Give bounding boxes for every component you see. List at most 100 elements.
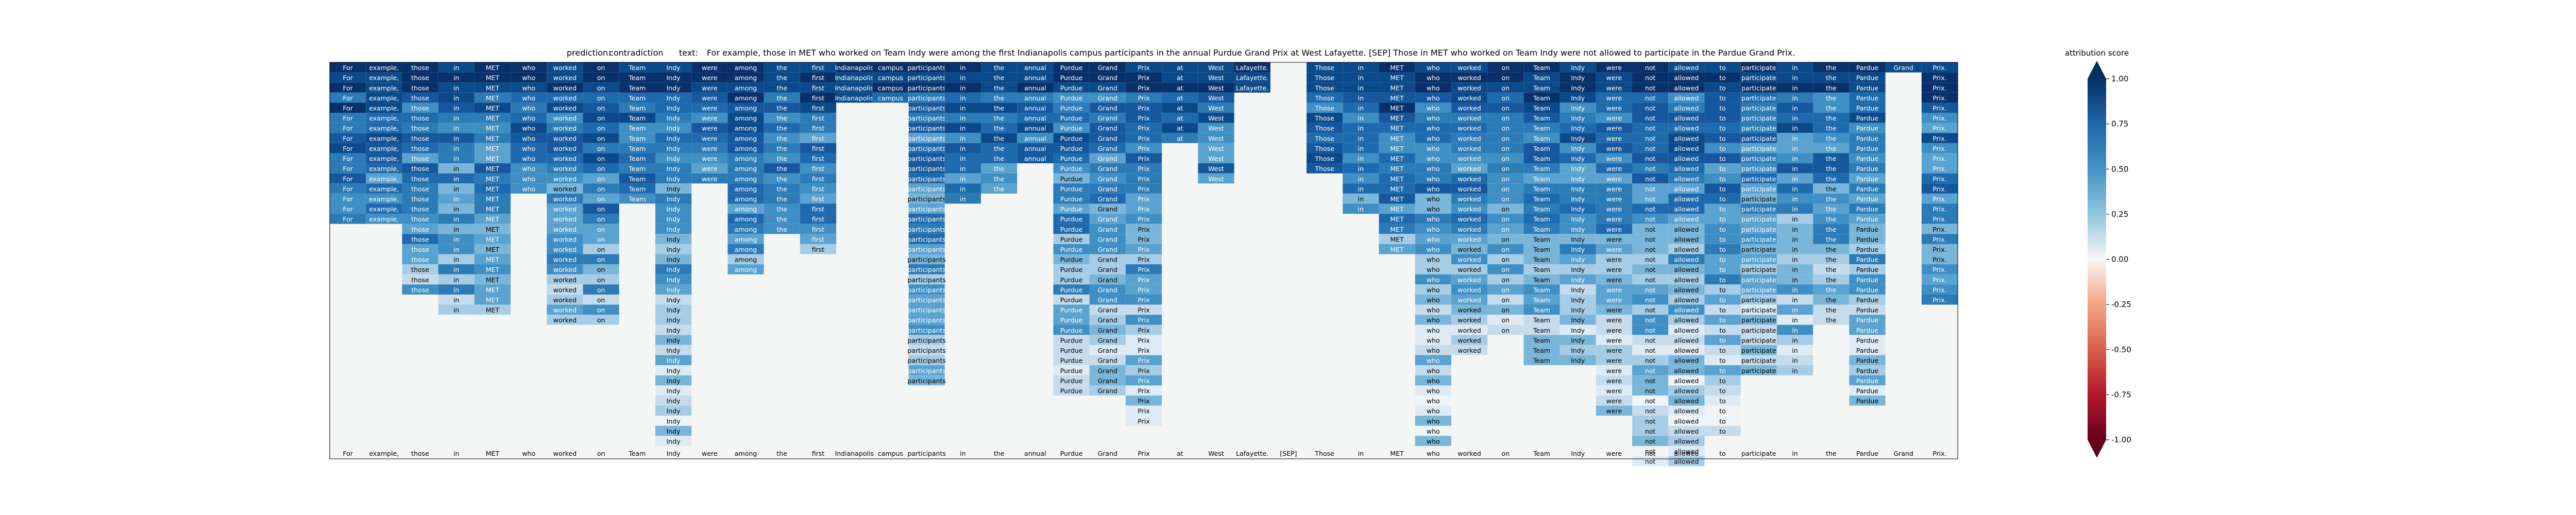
heatmap-cell-label: Prix. [1933, 286, 1946, 294]
heatmap-cell [1560, 183, 1596, 194]
heatmap-cell-label: Those [1314, 105, 1334, 112]
heatmap-cell [1632, 82, 1669, 93]
heatmap-cell-label: Team [628, 114, 646, 122]
heatmap-cell-label: Indy [667, 134, 681, 142]
heatmap-cell [1740, 324, 1777, 335]
heatmap-cell-label: who [522, 134, 535, 142]
heatmap-cell-label: in [1358, 134, 1364, 142]
heatmap-cell-label: not [1645, 427, 1656, 435]
heatmap-cell-label: Purdue [1060, 256, 1083, 264]
heatmap-cell-label: West [1208, 84, 1224, 92]
heatmap-cell [908, 62, 945, 73]
heatmap-cell-label: Prix. [1933, 215, 1946, 223]
heatmap-cell [655, 425, 692, 436]
heatmap-cell [1451, 123, 1488, 133]
heatmap-cell [655, 304, 692, 315]
heatmap-cell-label: MET [1390, 125, 1404, 132]
heatmap-cell-label: Grand [1098, 347, 1117, 354]
heatmap-cell-label: the [1826, 125, 1837, 132]
heatmap-cell [800, 133, 837, 143]
heatmap-cell [1343, 193, 1379, 204]
heatmap-cell-label: on [1501, 286, 1510, 294]
heatmap-cell [1053, 203, 1090, 214]
heatmap-cell-label: Pardue [1856, 205, 1878, 213]
chart-title: prediction: contradiction text: For exam… [567, 48, 1795, 58]
heatmap-cell-label: first [812, 165, 825, 173]
heatmap-cell-label: Indy [667, 427, 681, 435]
heatmap-cell-label: Team [628, 74, 646, 82]
heatmap-cell [1921, 254, 1958, 265]
heatmap-cell-label: were [1606, 336, 1622, 344]
heatmap-cell-label: were [702, 84, 718, 92]
heatmap-cell [1053, 173, 1090, 184]
heatmap-cell [1089, 143, 1126, 153]
heatmap-cell [1740, 203, 1777, 214]
heatmap-cell-label: example, [369, 195, 399, 203]
heatmap-cell [1487, 224, 1524, 234]
heatmap-cell-label: who [522, 175, 535, 183]
heatmap-cell [1125, 244, 1162, 254]
heatmap-cell [366, 143, 402, 153]
heatmap-cell-label: worked [1458, 74, 1481, 82]
heatmap-cell-label: the [1826, 64, 1837, 72]
heatmap-cell-label: the [1826, 145, 1837, 152]
heatmap-cell [1487, 193, 1524, 204]
heatmap-cell [1451, 335, 1488, 345]
heatmap-cell-label: in [1358, 155, 1364, 163]
heatmap-cell-label: Team [1533, 296, 1550, 304]
heatmap-cell [1053, 153, 1090, 164]
heatmap-cell-label: the [777, 94, 788, 102]
heatmap-cell [908, 274, 945, 285]
heatmap-cell [908, 173, 945, 184]
prediction-value: contradiction [609, 48, 663, 58]
heatmap-cell-label: Purdue [1060, 205, 1083, 213]
heatmap-cell [655, 102, 692, 113]
heatmap-cell [1560, 203, 1596, 214]
heatmap-cell [1849, 173, 1886, 184]
heatmap-cell [1089, 113, 1126, 123]
heatmap-cell [1560, 324, 1596, 335]
heatmap-cell [1632, 294, 1669, 305]
heatmap-cell [1089, 62, 1126, 73]
heatmap-cell-label: Indy [667, 367, 681, 374]
heatmap-cell [1523, 254, 1560, 265]
heatmap-cell-label: to [1719, 215, 1726, 223]
heatmap-cell [1089, 193, 1126, 204]
heatmap-cell-label: who [1427, 427, 1440, 435]
heatmap-cell [1415, 92, 1451, 103]
heatmap-cell [1813, 264, 1850, 274]
heatmap-cell-label: annual [1024, 134, 1046, 142]
heatmap-cell [1776, 254, 1814, 265]
heatmap-cell-label: Purdue [1060, 134, 1083, 142]
heatmap-cell [1813, 153, 1850, 164]
heatmap-cell [655, 405, 692, 416]
heatmap-cell [1776, 143, 1814, 153]
heatmap-cell [1125, 163, 1162, 174]
heatmap-cell [1596, 345, 1632, 355]
x-tick-label: allowed [1674, 450, 1699, 457]
heatmap-cell [1125, 203, 1162, 214]
heatmap-cell-label: Prix [1138, 266, 1149, 273]
heatmap-cell-label: at [1177, 105, 1183, 112]
heatmap-cell-label: Purdue [1060, 64, 1083, 72]
heatmap-cell [1125, 193, 1162, 204]
heatmap-cell-label: Pardue [1856, 327, 1878, 334]
heatmap-cell-label: allowed [1674, 114, 1699, 122]
heatmap-cell-label: who [1427, 316, 1440, 324]
heatmap-cell-label: Team [628, 165, 646, 173]
heatmap-cell [438, 234, 474, 244]
heatmap-cell [1307, 92, 1343, 103]
heatmap-cell [1849, 345, 1886, 355]
heatmap-cell [1379, 183, 1415, 194]
heatmap-cell-label: those [411, 195, 429, 203]
heatmap-cell-label: the [994, 74, 1005, 82]
heatmap-cell-label: Prix [1138, 347, 1149, 354]
heatmap-cell [655, 163, 692, 174]
heatmap-cell-label: MET [486, 235, 500, 243]
heatmap-cell [619, 102, 655, 113]
heatmap-cell [1704, 123, 1741, 133]
heatmap-cell [727, 193, 764, 204]
heatmap-cell-label: Indy [1571, 195, 1585, 203]
heatmap-cell-label: at [1177, 74, 1183, 82]
heatmap-cell-label: the [1826, 185, 1837, 193]
